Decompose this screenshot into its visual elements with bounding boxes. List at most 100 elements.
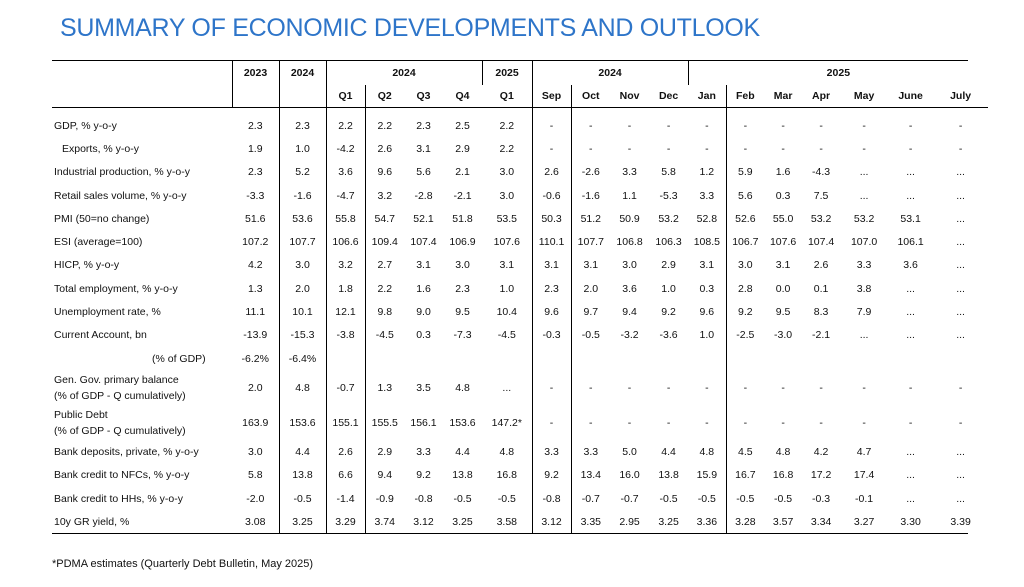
table-cell: 155.1 (325, 405, 365, 441)
table-cell: 50.9 (619, 212, 640, 225)
table-cell: -15.3 (278, 323, 326, 347)
table-cell: 2.6 (813, 259, 829, 272)
table-cell: 2.7 (364, 253, 404, 278)
table-cell: ... (906, 469, 915, 482)
table-cell: 1.0 (661, 282, 676, 295)
table-cell: 5.2 (278, 160, 326, 184)
table-cell: 3.3 (622, 166, 637, 179)
table-cell: -4.5 (497, 329, 516, 342)
table-cell: 55.0 (772, 212, 794, 225)
table-cell: 2.6 (531, 160, 572, 184)
table-cell: 1.6 (416, 282, 431, 295)
table-cell: 3.1 (416, 259, 431, 272)
table-cell: 11.1 (245, 306, 266, 319)
table-cell: 9.2 (416, 469, 431, 482)
table-row: Total employment, % y-o-y 1.3 2.0 1.8 2.2 1.6… (52, 277, 988, 301)
table-cell: -0.8 (531, 486, 572, 511)
table-cell: ... (906, 282, 915, 295)
table-cell: -3.3 (246, 189, 265, 202)
table-cell: 9.8 (364, 300, 404, 324)
table-cell: 3.6 (903, 259, 918, 272)
row-label: PMI (50=no change) (54, 212, 150, 225)
table-cell: 3.74 (364, 510, 404, 534)
table-cell: 0.0 (775, 282, 791, 295)
table-cell: - (958, 119, 963, 132)
table-cell (802, 347, 840, 370)
table-cell: - (862, 119, 866, 132)
table-cell: 10.4 (496, 306, 518, 319)
table-cell: ... (956, 492, 965, 505)
table-cell: -0.9 (364, 486, 404, 511)
table-cell: - (705, 119, 709, 132)
table-cell: 4.5 (725, 440, 765, 464)
table-cell: 4.8 (278, 370, 326, 406)
table-cell: 107.4 (410, 236, 437, 249)
table-cell: 110.1 (531, 230, 572, 254)
table-cell: 9.7 (570, 300, 611, 324)
table-cell: 5.6 (416, 166, 431, 179)
table-cell: - (705, 416, 709, 429)
table-cell: 16.7 (725, 463, 765, 487)
table-cell: - (627, 119, 632, 132)
table-cell: 107.4 (807, 236, 835, 249)
table-cell: 4.2 (247, 259, 263, 272)
table-cell: - (627, 142, 632, 155)
table-cell: 1.3 (247, 282, 263, 295)
table-cell: 3.3 (856, 259, 872, 272)
header-2023: 2023 (231, 61, 279, 85)
table-cell: 155.5 (364, 405, 404, 441)
table-cell: 3.28 (725, 510, 765, 534)
table-cell: 106.6 (325, 230, 365, 254)
table-cell: 53.5 (496, 212, 518, 225)
table-cell: 3.25 (658, 515, 679, 528)
header-row-years: 2023 2024 2024 2025 2024 2025 (52, 61, 989, 85)
table-cell (649, 347, 688, 370)
header-2025-quarter: 2025 (481, 61, 533, 85)
table-cell: -0.5 (659, 492, 678, 505)
table-cell: ... (956, 212, 965, 225)
table-cell: 5.6 (725, 183, 765, 208)
subheader-cell: Sep (531, 85, 572, 108)
table-cell: -7.3 (453, 329, 472, 342)
table-cell: -0.5 (570, 323, 611, 347)
table-cell: - (570, 137, 611, 161)
table-cell: ... (906, 166, 915, 179)
table-cell: - (666, 142, 671, 155)
subheader-cell: Apr (802, 85, 841, 108)
table-cell: -6.2% (241, 352, 269, 365)
table-cell: ... (906, 329, 915, 342)
table-cell: -2.5 (725, 323, 765, 347)
table-cell: 3.12 (531, 510, 572, 534)
table-cell: 4.8 (455, 381, 470, 394)
table-cell: 2.3 (531, 277, 572, 301)
table-cell: 6.6 (325, 463, 365, 487)
table-cell: -0.3 (531, 323, 572, 347)
table-cell: -0.7 (620, 492, 639, 505)
table-cell: 107.7 (570, 230, 611, 254)
table-cell: 107.6 (493, 236, 520, 249)
table-cell: 2.3 (278, 107, 326, 138)
table-cell: - (627, 416, 632, 429)
table-cell: ... (956, 306, 965, 319)
table-cell: - (666, 119, 671, 132)
table-row: Public Debt (% of GDP - Q cumulatively) 16… (52, 405, 988, 441)
table-row: (% of GDP) -6.2% -6.4% (52, 346, 988, 371)
table-cell: 107.7 (278, 230, 326, 254)
table-cell: -4.2 (325, 137, 365, 161)
table-cell (531, 346, 572, 371)
table-cell: - (908, 119, 913, 132)
subheader-blank-annual (231, 85, 279, 108)
table-cell: 53.1 (900, 212, 921, 225)
header-2025-months: 2025 (687, 61, 989, 85)
table-cell: 107.0 (850, 236, 878, 249)
table-cell: - (958, 381, 963, 394)
table-cell: -0.5 (497, 492, 516, 505)
table-cell: 9.6 (699, 306, 715, 319)
table-cell: - (862, 416, 866, 429)
table-cell: 2.3 (416, 119, 431, 132)
table-cell (764, 347, 802, 370)
table-row: Current Account, bn -13.9 -15.3 -3.8 -4.5 0.3… (52, 323, 988, 347)
row-label: Unemployment rate, % (54, 306, 161, 319)
table-cell: 3.5 (416, 381, 431, 394)
table-cell: - (666, 381, 671, 394)
